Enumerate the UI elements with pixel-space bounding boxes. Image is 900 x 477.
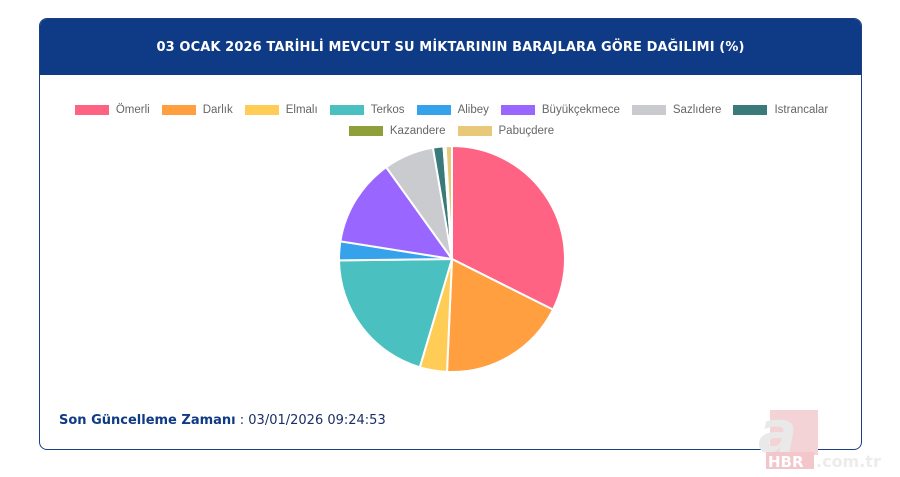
legend-label: Büyükçekmece — [541, 103, 620, 116]
chart-card: 03 OCAK 2026 TARİHLİ MEVCUT SU MİKTARINI… — [39, 18, 862, 450]
legend-label: Ömerli — [115, 103, 150, 116]
legend-swatch-icon — [416, 104, 451, 115]
legend-label: Alibey — [457, 103, 489, 116]
pie-slice-büyükçekmece[interactable] — [339, 165, 455, 261]
watermark-logo: a HBR .com.tr — [758, 400, 881, 471]
legend-item[interactable]: Alibey — [416, 103, 489, 116]
pie-slice-darlık[interactable] — [445, 257, 555, 373]
legend-item[interactable]: Istrancalar — [733, 104, 828, 116]
last-update-separator: : — [235, 413, 249, 428]
legend-label: Darlık — [202, 103, 233, 116]
legend-label: Elmalı — [285, 103, 318, 116]
legend-item[interactable]: Pabuçdere — [457, 124, 555, 137]
watermark-domain: .com.tr — [816, 452, 881, 471]
last-update: Son Güncelleme Zamanı : 03/01/2026 09:24… — [59, 413, 386, 428]
legend-item[interactable]: Büyükçekmece — [500, 103, 620, 116]
legend-label: Kazandere — [389, 124, 446, 137]
last-update-value: 03/01/2026 09:24:53 — [248, 413, 386, 428]
legend-row: Kazandere Pabuçdere — [40, 120, 861, 141]
legend-swatch-icon — [244, 104, 279, 115]
legend-label: Sazlıdere — [672, 103, 722, 116]
legend-swatch-icon — [348, 125, 383, 136]
legend-swatch-icon — [631, 104, 666, 115]
legend-label: Pabuçdere — [498, 124, 555, 137]
legend-item[interactable]: Darlık — [161, 103, 233, 116]
legend-label: Istrancalar — [774, 103, 829, 116]
legend-swatch-icon — [329, 104, 364, 115]
chart-title-bar: 03 OCAK 2026 TARİHLİ MEVCUT SU MİKTARINI… — [40, 19, 861, 75]
legend-swatch-icon — [74, 104, 109, 115]
legend-item[interactable]: Terkos — [329, 103, 405, 116]
chart-title: 03 OCAK 2026 TARİHLİ MEVCUT SU MİKTARINI… — [156, 39, 745, 55]
chart-legend: Ömerli Darlık Elmalı Terkos Alibey Büyükçekme… — [40, 99, 861, 141]
watermark-brand: HBR — [768, 453, 804, 471]
legend-row: Ömerli Darlık Elmalı Terkos Alibey Büyükçekme… — [40, 99, 861, 120]
pie-chart — [337, 144, 566, 373]
legend-item[interactable]: Ömerli — [74, 103, 150, 116]
legend-item[interactable]: Sazlıdere — [631, 103, 722, 116]
legend-swatch-icon — [733, 104, 768, 115]
last-update-label: Son Güncelleme Zamanı — [59, 413, 236, 428]
pie-slice-pabuçdere[interactable] — [444, 144, 453, 260]
pie-slice-ömerli[interactable] — [451, 144, 566, 312]
pie-slice-terkos[interactable] — [337, 257, 454, 369]
legend-swatch-icon — [161, 104, 196, 115]
legend-swatch-icon — [457, 125, 492, 136]
legend-item[interactable]: Kazandere — [348, 124, 446, 137]
watermark-bg — [770, 410, 818, 455]
legend-item[interactable]: Elmalı — [244, 103, 318, 116]
legend-label: Terkos — [370, 103, 405, 116]
legend-swatch-icon — [500, 104, 535, 115]
